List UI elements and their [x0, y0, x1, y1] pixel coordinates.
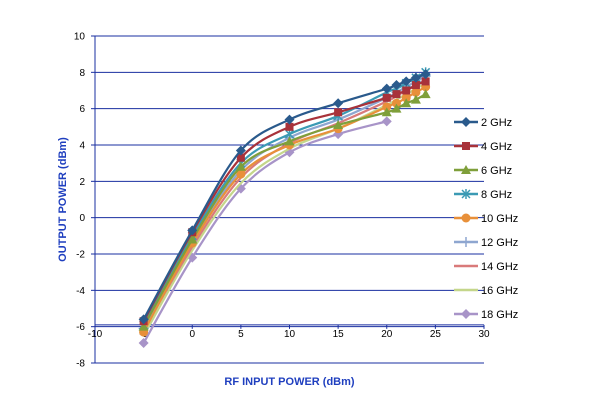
data-point — [187, 234, 198, 244]
data-point — [391, 80, 402, 91]
x-tick-label: 10 — [284, 329, 296, 340]
data-point — [401, 98, 412, 108]
y-tick-labels: -8 -6 -4 -2 0 2 4 6 8 10 — [74, 32, 86, 370]
series-line — [142, 71, 427, 326]
y-tick-label: 4 — [79, 141, 85, 152]
x-tick-label: 20 — [381, 329, 393, 340]
data-point — [391, 103, 402, 113]
x-tick-label: 25 — [430, 329, 442, 340]
legend-swatch-marker — [461, 237, 471, 247]
legend-entry: 4 GHz — [454, 141, 512, 153]
x-tick-label: 30 — [478, 329, 490, 340]
legend-swatch-marker — [461, 189, 471, 199]
series-6-ghz — [138, 89, 431, 331]
data-point — [235, 145, 246, 156]
y-tick-label: 6 — [79, 104, 85, 115]
legend-entry: 12 GHz — [454, 237, 518, 249]
data-point — [236, 169, 246, 179]
legend-entry: 6 GHz — [454, 165, 512, 177]
data-point — [333, 98, 344, 109]
legend-label: 12 GHz — [481, 237, 518, 249]
x-axis-title: RF INPUT POWER (dBm) — [224, 376, 354, 388]
data-point — [284, 114, 295, 125]
data-point — [381, 107, 392, 117]
y-tick-label: -4 — [76, 286, 85, 297]
data-point — [420, 89, 431, 99]
x-tick-label: 0 — [189, 329, 195, 340]
legend-entry: 16 GHz — [454, 285, 518, 297]
x-tick-label: 15 — [333, 329, 345, 340]
legend-label: 6 GHz — [481, 165, 512, 177]
series-14-ghz — [142, 78, 427, 331]
legend-entry: 8 GHz — [454, 189, 512, 201]
y-tick-label: 2 — [79, 177, 85, 188]
y-tick-label: 8 — [79, 68, 85, 79]
data-point — [333, 120, 344, 130]
series-line — [142, 73, 427, 320]
data-point — [392, 90, 401, 99]
series-line — [142, 120, 388, 344]
data-point — [382, 102, 392, 112]
legend-label: 10 GHz — [481, 213, 518, 225]
data-point — [235, 161, 246, 171]
legend-label: 8 GHz — [481, 189, 512, 201]
series-line — [142, 78, 427, 331]
series-2-ghz — [138, 69, 431, 325]
data-point — [421, 77, 430, 86]
legend-entry: 14 GHz — [454, 261, 518, 273]
y-tick-label: -2 — [76, 250, 85, 261]
legend: 2 GHz 4 GHz 6 GHz 8 GHz 10 GHz 12 GHz 14 GHz 16… — [454, 117, 518, 321]
data-point — [410, 94, 421, 104]
data-point — [334, 108, 343, 117]
data-point — [381, 83, 392, 94]
data-point — [401, 76, 412, 87]
y-tick-label: -6 — [76, 322, 85, 333]
x-tick-label: 5 — [238, 329, 244, 340]
y-tick-label: 10 — [74, 32, 86, 43]
data-point — [411, 81, 420, 90]
legend-swatch-marker — [461, 213, 471, 223]
legend-label: 2 GHz — [481, 117, 512, 129]
data-point — [285, 122, 294, 131]
legend-entry: 18 GHz — [454, 309, 518, 321]
legend-label: 14 GHz — [481, 261, 518, 273]
data-point — [411, 87, 421, 97]
data-point — [138, 321, 149, 331]
data-point — [138, 314, 149, 325]
y-tick-label: 0 — [79, 213, 85, 224]
data-point — [284, 136, 295, 146]
data-point — [401, 93, 411, 103]
legend-swatch-marker — [462, 142, 470, 150]
data-point — [187, 225, 198, 236]
data-point — [402, 86, 411, 95]
series-line — [142, 93, 427, 328]
legend-swatch-marker — [461, 117, 471, 127]
data-point — [381, 116, 392, 127]
legend-entry: 2 GHz — [454, 117, 512, 129]
series-line — [142, 85, 427, 333]
legend-label: 4 GHz — [481, 141, 512, 153]
y-tick-label: -8 — [76, 359, 85, 370]
data-point — [138, 338, 149, 349]
data-point — [410, 72, 421, 83]
legend-label: 16 GHz — [481, 285, 518, 297]
legend-swatch-marker — [461, 309, 471, 319]
data-point — [382, 93, 391, 102]
x-tick-label: -10 — [88, 329, 103, 340]
data-point — [420, 69, 431, 80]
legend-swatch-marker — [461, 165, 471, 174]
data-point — [236, 153, 245, 162]
legend-label: 18 GHz — [481, 309, 518, 321]
series-line — [142, 80, 427, 322]
legend-entry: 10 GHz — [454, 213, 518, 225]
y-axis-title: OUTPUT POWER (dBm) — [57, 137, 69, 262]
series-lines — [138, 67, 431, 349]
data-point — [391, 98, 401, 108]
